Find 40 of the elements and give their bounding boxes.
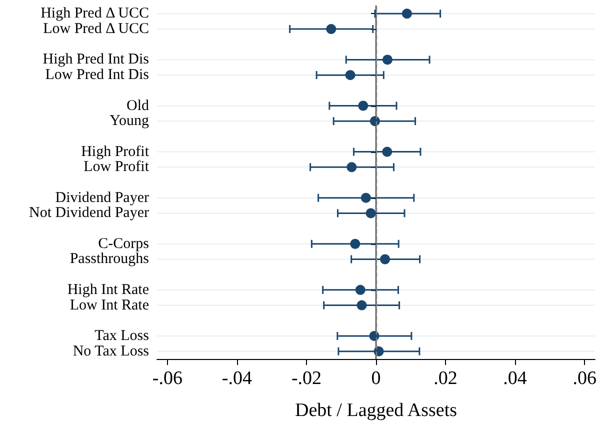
point — [358, 100, 368, 111]
point — [350, 238, 360, 249]
point — [402, 8, 412, 19]
y-tick-label: Young — [110, 113, 150, 130]
point — [345, 70, 356, 80]
point — [355, 284, 366, 295]
y-tick-label: Low Pred Int Dis — [45, 67, 150, 84]
y-tick-label: High Pred Int Dis — [42, 52, 150, 68]
point — [369, 330, 380, 341]
y-tick-label: Passthroughs — [70, 251, 150, 268]
point — [356, 300, 367, 310]
x-axis-title: Debt / Lagged Assets — [294, 400, 458, 421]
x-tick-label: 0 — [371, 368, 381, 389]
point — [346, 162, 357, 172]
y-tick-label: No Tax Loss — [72, 343, 150, 360]
y-tick-label: C-Corps — [98, 236, 150, 252]
y-tick-label: Low Profit — [84, 159, 150, 176]
x-tick-label: .06 — [572, 368, 596, 389]
y-tick-label: Old — [126, 98, 150, 114]
y-tick-label: Low Int Rate — [70, 297, 150, 314]
x-tick-label: .04 — [503, 368, 528, 389]
y-tick-label: Not Dividend Payer — [29, 205, 149, 222]
point — [360, 192, 371, 203]
point — [374, 346, 384, 356]
x-tick-label: -.06 — [152, 368, 182, 389]
point — [382, 54, 392, 65]
point — [366, 208, 376, 218]
y-tick-label: Tax Loss — [94, 328, 150, 344]
y-tick-label: High Int Rate — [67, 282, 150, 298]
point — [370, 116, 380, 126]
point — [382, 146, 392, 157]
x-tick-label: -.04 — [222, 368, 252, 389]
point — [326, 24, 336, 34]
y-tick-label: Low Pred Δ UCC — [43, 21, 149, 38]
y-tick-label: High Pred Δ UCC — [40, 6, 149, 22]
x-tick-label: .02 — [434, 368, 458, 389]
point — [380, 254, 390, 264]
y-tick-label: Dividend Payer — [55, 190, 149, 206]
x-tick-label: -.02 — [291, 368, 322, 389]
y-tick-label: High Profit — [81, 144, 150, 160]
